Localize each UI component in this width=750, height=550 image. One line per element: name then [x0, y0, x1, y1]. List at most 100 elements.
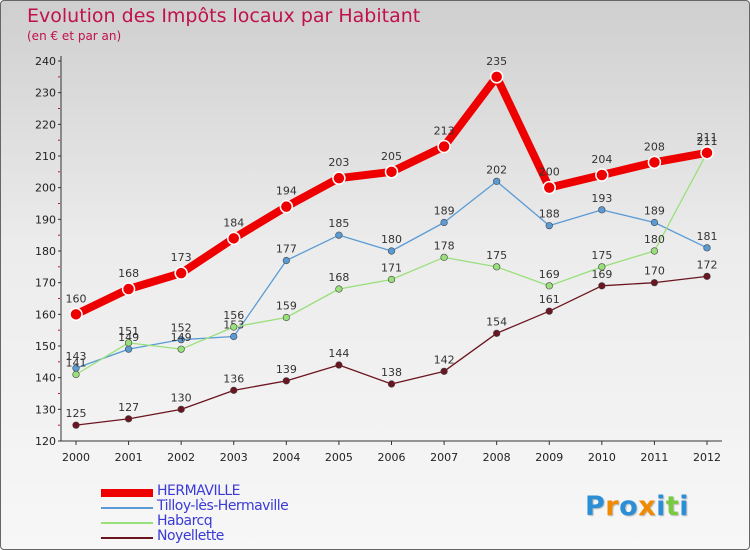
data-point	[282, 256, 290, 265]
data-point	[703, 272, 711, 280]
data-label: 203	[328, 156, 349, 169]
proxiti-logo: Proxiti	[585, 491, 689, 522]
data-point	[437, 139, 451, 154]
data-point	[335, 285, 343, 293]
data-point	[598, 206, 606, 214]
data-label: 211	[697, 131, 718, 144]
data-label: 185	[328, 217, 349, 230]
legend-label: Habarcq	[157, 513, 213, 529]
y-tick-label: 230	[35, 87, 56, 100]
x-tick-label: 2000	[62, 451, 90, 464]
logo-letter: x	[638, 491, 657, 522]
data-point	[545, 282, 553, 290]
data-point	[598, 282, 606, 290]
data-label: 142	[434, 353, 455, 366]
data-point	[72, 370, 80, 379]
data-point	[542, 180, 556, 195]
data-label: 208	[644, 140, 665, 153]
legend-item: Tilloy-lès-Hermaville	[101, 498, 361, 515]
data-point	[493, 263, 501, 271]
data-label: 180	[644, 233, 665, 246]
data-label: 184	[223, 216, 244, 229]
x-tick-label: 2004	[272, 451, 300, 464]
data-label: 178	[434, 239, 455, 252]
y-tick-label: 130	[35, 403, 56, 416]
x-tick-label: 2001	[115, 451, 143, 464]
x-tick-label: 2007	[430, 451, 458, 464]
data-label: 189	[644, 205, 665, 218]
x-tick-label: 2012	[693, 451, 721, 464]
logo-letter: i	[679, 491, 690, 522]
data-label: 177	[276, 243, 297, 256]
legend-swatch	[101, 522, 153, 524]
data-label: 149	[171, 331, 192, 344]
data-point	[650, 218, 659, 227]
y-tick-label: 150	[35, 340, 56, 353]
data-label: 130	[171, 391, 192, 404]
legend-swatch	[101, 507, 153, 509]
legend-swatch	[101, 489, 153, 497]
x-tick-label: 2002	[167, 451, 195, 464]
y-tick-label: 220	[35, 118, 56, 131]
data-label: 138	[381, 366, 402, 379]
x-tick-label: 2009	[535, 451, 563, 464]
data-label: 194	[276, 185, 297, 198]
data-point	[440, 218, 448, 227]
data-point	[647, 155, 662, 170]
x-tick-label: 2005	[325, 451, 353, 464]
data-point	[595, 168, 609, 182]
data-point	[493, 177, 501, 185]
data-label: 169	[591, 268, 612, 281]
data-label: 171	[381, 262, 402, 275]
data-label: 139	[276, 363, 297, 376]
data-label: 204	[591, 153, 612, 166]
chart-title: Evolution des Impôts locaux par Habitant	[27, 5, 421, 27]
data-label: 193	[591, 192, 612, 205]
logo-letter: o	[619, 491, 639, 522]
data-point	[387, 247, 396, 255]
data-point	[598, 263, 606, 271]
legend-item: HERMAVILLE	[101, 483, 361, 500]
data-point	[545, 222, 553, 230]
data-point	[332, 171, 346, 185]
data-point	[177, 405, 185, 413]
y-tick-label: 120	[35, 435, 56, 448]
data-label: 188	[539, 208, 560, 221]
data-point	[177, 345, 185, 353]
data-point	[545, 307, 553, 315]
data-label: 202	[486, 163, 507, 176]
data-point	[279, 199, 294, 214]
x-tick-label: 2011	[640, 451, 668, 464]
x-tick-label: 2003	[220, 451, 248, 464]
data-point	[124, 345, 133, 353]
data-label: 172	[697, 258, 718, 271]
data-point	[72, 421, 80, 429]
data-point	[227, 231, 241, 246]
x-tick-label: 2008	[483, 451, 511, 464]
data-label: 235	[486, 55, 507, 68]
data-label: 160	[66, 292, 87, 305]
data-label: 175	[486, 249, 507, 262]
data-label: 211	[697, 135, 718, 148]
y-tick-label: 170	[35, 277, 56, 290]
data-label: 169	[539, 268, 560, 281]
y-tick-label: 190	[35, 213, 56, 226]
legend-label: Tilloy-lès-Hermaville	[157, 498, 289, 514]
data-label: 205	[381, 150, 402, 163]
data-point	[387, 380, 396, 388]
data-label: 173	[171, 251, 192, 264]
data-label: 170	[644, 265, 665, 278]
data-point	[177, 336, 185, 344]
data-point	[650, 247, 659, 255]
data-label: 189	[434, 205, 455, 218]
data-point	[335, 231, 343, 239]
legend-label: HERMAVILLE	[157, 483, 241, 499]
data-point	[703, 244, 711, 252]
data-point	[282, 377, 290, 385]
logo-letter: r	[605, 491, 620, 522]
data-label: 149	[118, 331, 139, 344]
data-label: 156	[223, 309, 244, 322]
data-label: 151	[118, 325, 139, 338]
